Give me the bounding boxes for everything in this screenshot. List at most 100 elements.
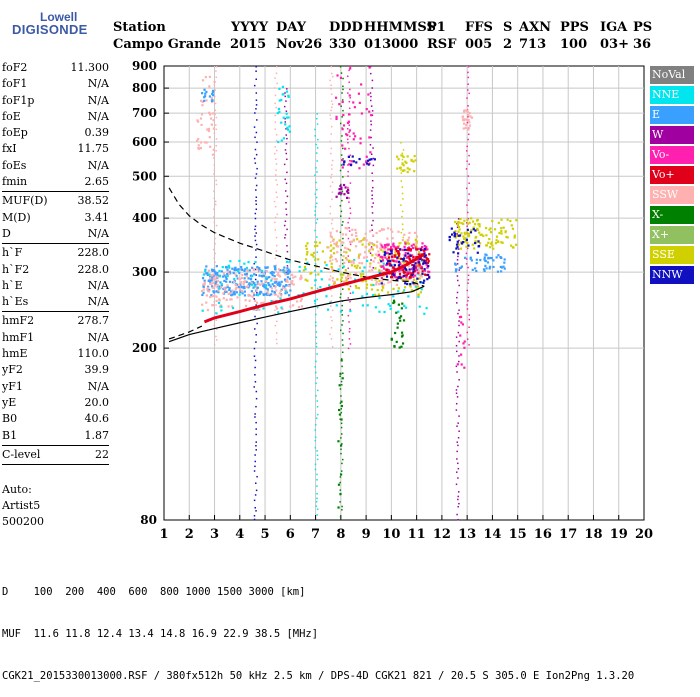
echo-point [404, 282, 407, 285]
echo-point [229, 292, 232, 295]
echo-point [332, 247, 335, 250]
echo-point [392, 274, 396, 277]
echo-point [282, 286, 285, 290]
echo-point [316, 117, 318, 120]
echo-point [342, 255, 345, 258]
echo-point [349, 273, 352, 276]
echo-point [216, 271, 219, 275]
echo-point [465, 222, 468, 224]
echo-point [212, 119, 215, 122]
echo-point [275, 72, 278, 75]
echo-point [371, 269, 374, 272]
echo-point [274, 265, 277, 269]
parameter-value: 20.0 [84, 395, 110, 409]
echo-point [408, 275, 412, 278]
echo-point [261, 269, 264, 272]
echo-point [418, 251, 421, 254]
echo-point [283, 105, 286, 108]
echo-point [359, 273, 362, 276]
parameter-row: yF1 N/A [2, 379, 109, 395]
echo-point [250, 281, 253, 285]
echo-point [368, 136, 371, 139]
parameter-name: hmF1 [2, 330, 35, 344]
echo-point [402, 155, 405, 159]
echo-point [275, 250, 278, 252]
echo-point [201, 309, 204, 312]
echo-point [254, 217, 257, 220]
parameter-row: MUF(D) 38.52 [2, 193, 109, 209]
parameter-row: M(D) 3.41 [2, 210, 109, 226]
echo-point [286, 88, 288, 90]
echo-point [365, 255, 368, 259]
echo-point [510, 224, 513, 227]
echo-point [207, 111, 211, 114]
echo-point [328, 278, 331, 281]
parameter-value: N/A [87, 226, 109, 240]
echo-point [222, 287, 225, 291]
echo-point [234, 273, 237, 276]
echo-point [251, 266, 254, 269]
parameter-value: 0.39 [84, 126, 110, 140]
legend-item: NNE [650, 86, 694, 104]
echo-point [467, 105, 469, 107]
echo-point [408, 258, 412, 261]
echo-point [329, 185, 332, 188]
echo-point [355, 234, 358, 238]
echo-point [459, 217, 462, 221]
echo-point [348, 338, 351, 340]
echo-point [413, 231, 417, 235]
echo-point [348, 129, 352, 132]
echo-point [274, 114, 276, 117]
echo-point [455, 268, 458, 271]
echo-point [215, 128, 218, 131]
echo-point [383, 244, 387, 247]
x-tick-label: 9 [362, 527, 371, 542]
echo-point [360, 112, 363, 115]
parameter-name: foEp [2, 126, 28, 140]
echo-point [256, 268, 259, 271]
y-tick-label: 500 [132, 169, 157, 183]
echo-point [208, 95, 212, 98]
echo-point [341, 100, 344, 104]
echo-point [397, 260, 401, 264]
echo-point [425, 307, 428, 310]
echo-point [285, 182, 288, 185]
echo-point [340, 470, 343, 472]
echo-point [267, 281, 270, 285]
echo-point [461, 323, 464, 326]
echo-point [454, 236, 457, 239]
echo-point [270, 299, 273, 303]
echo-point [204, 269, 207, 273]
echo-point [391, 277, 395, 280]
echo-point [275, 280, 278, 283]
echo-point [391, 230, 394, 233]
echo-point [330, 173, 333, 176]
echo-point [387, 269, 390, 272]
logo-line-2: DIGISONDE [12, 22, 88, 37]
echo-point [467, 175, 470, 177]
echo-point [374, 294, 377, 297]
echo-point [316, 244, 319, 247]
echo-point [340, 72, 343, 74]
echo-point [266, 288, 269, 291]
echo-point [288, 260, 291, 264]
echo-point [457, 312, 459, 315]
echo-point [331, 239, 335, 242]
echo-point [464, 256, 467, 259]
echo-point [354, 272, 357, 275]
echo-point [262, 301, 265, 304]
echo-point [456, 234, 459, 238]
echo-point [390, 252, 393, 255]
echo-point [205, 294, 208, 297]
echo-point [213, 216, 215, 218]
echo-point [505, 235, 508, 239]
echo-point [456, 296, 458, 299]
parameter-value: 2.65 [84, 175, 110, 189]
echo-point [457, 477, 459, 479]
echo-point [213, 84, 216, 86]
echo-point [363, 251, 367, 254]
parameter-row: foF2 11.300 [2, 60, 109, 76]
echo-point [465, 240, 468, 243]
echo-point [341, 339, 344, 341]
echo-point [342, 158, 344, 160]
